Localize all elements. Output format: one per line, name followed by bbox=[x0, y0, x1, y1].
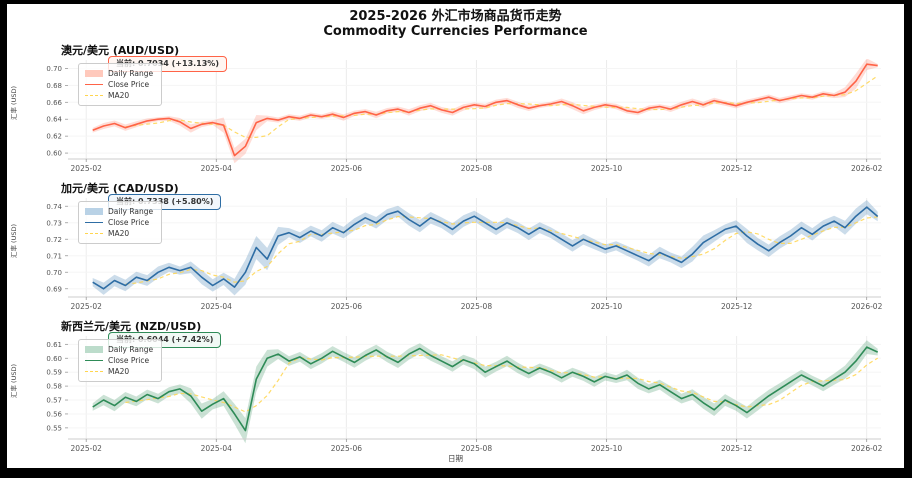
svg-text:2026-02: 2026-02 bbox=[851, 444, 883, 453]
ma20-dash-icon bbox=[85, 371, 103, 372]
close-price-line-icon bbox=[85, 360, 103, 361]
plot-svg-nzd: 0.55 0.56 0.57 0.58 0.59 0.60 0.61 2025-02 2025-… bbox=[46, 336, 883, 453]
svg-text:2025-08: 2025-08 bbox=[461, 302, 493, 311]
legend-item: MA20 bbox=[85, 90, 153, 101]
svg-text:0.74: 0.74 bbox=[46, 203, 62, 211]
svg-text:0.58: 0.58 bbox=[46, 383, 62, 391]
legend-item: Close Price bbox=[85, 355, 153, 366]
legend-label: MA20 bbox=[108, 367, 130, 376]
svg-text:0.55: 0.55 bbox=[46, 424, 62, 432]
legend-label: Close Price bbox=[108, 80, 150, 89]
legend-label: Daily Range bbox=[108, 69, 154, 78]
legend-label: MA20 bbox=[108, 229, 130, 238]
svg-text:0.71: 0.71 bbox=[46, 252, 62, 260]
legend-label: Daily Range bbox=[108, 207, 154, 216]
svg-text:0.70: 0.70 bbox=[46, 269, 62, 277]
plot-area-cad: 汇率 (USD) 0.69 0.70 0.71 0.72 0.73 0.74 2025-02… bbox=[7, 194, 904, 311]
legend: Daily Range Close Price MA20 bbox=[78, 63, 163, 106]
svg-text:0.72: 0.72 bbox=[46, 236, 62, 244]
legend-label: Daily Range bbox=[108, 345, 154, 354]
legend-label: Close Price bbox=[108, 356, 150, 365]
svg-text:2025-10: 2025-10 bbox=[591, 164, 623, 173]
svg-text:0.62: 0.62 bbox=[46, 133, 62, 141]
legend-item: Close Price bbox=[85, 79, 153, 90]
legend-item: MA20 bbox=[85, 228, 153, 239]
subplot-title-nzd: 新西兰元/美元 (NZD/USD) bbox=[61, 320, 202, 333]
legend-item: Daily Range bbox=[85, 344, 153, 355]
close-price-line-icon bbox=[85, 222, 103, 223]
legend-item: Daily Range bbox=[85, 68, 153, 79]
svg-text:0.70: 0.70 bbox=[46, 65, 62, 73]
svg-text:0.57: 0.57 bbox=[46, 397, 62, 405]
svg-text:2026-02: 2026-02 bbox=[851, 164, 883, 173]
svg-text:0.56: 0.56 bbox=[46, 410, 62, 418]
svg-text:2025-06: 2025-06 bbox=[331, 164, 363, 173]
plot-svg-cad: 0.69 0.70 0.71 0.72 0.73 0.74 2025-02 2025-04 20… bbox=[46, 198, 883, 311]
y-axis-label: 汇率 (USD) bbox=[10, 223, 18, 259]
svg-text:2025-10: 2025-10 bbox=[591, 444, 623, 453]
subplot-title-aud: 澳元/美元 (AUD/USD) bbox=[61, 44, 180, 57]
legend-item: Daily Range bbox=[85, 206, 153, 217]
svg-text:2025-08: 2025-08 bbox=[461, 444, 493, 453]
figure-canvas: 2025-2026 外汇市场商品货币走势 Commodity Currencie… bbox=[7, 4, 904, 468]
close-price-line-icon bbox=[85, 84, 103, 85]
svg-text:2026-02: 2026-02 bbox=[851, 302, 883, 311]
ma20-dash-icon bbox=[85, 95, 103, 96]
svg-text:2025-04: 2025-04 bbox=[201, 302, 233, 311]
subplot-nzd-usd: 新西兰元/美元 (NZD/USD) 汇率 (USD) 0.55 0.56 0.57 0… bbox=[7, 320, 904, 453]
svg-text:0.60: 0.60 bbox=[46, 150, 62, 158]
svg-text:2025-06: 2025-06 bbox=[331, 302, 363, 311]
plot-area-aud: 汇率 (USD) 0.60 0.62 0.64 0.66 0.68 0.70 2025-02… bbox=[7, 56, 904, 173]
svg-text:2025-04: 2025-04 bbox=[201, 164, 233, 173]
plot-area-nzd: 汇率 (USD) 0.55 0.56 0.57 0.58 0.59 0.60 0.61 202… bbox=[7, 332, 904, 453]
svg-text:2025-12: 2025-12 bbox=[721, 302, 753, 311]
svg-text:2025-02: 2025-02 bbox=[71, 444, 103, 453]
subplot-aud-usd: 澳元/美元 (AUD/USD) 汇率 (USD) 0.60 0.62 0.64 0.6… bbox=[7, 44, 904, 173]
figure-title-en: Commodity Currencies Performance bbox=[323, 24, 588, 39]
svg-text:0.64: 0.64 bbox=[46, 116, 62, 124]
svg-text:0.73: 0.73 bbox=[46, 219, 62, 227]
figure-title-zh: 2025-2026 外汇市场商品货币走势 bbox=[349, 9, 562, 24]
legend-item: MA20 bbox=[85, 366, 153, 377]
svg-text:2025-08: 2025-08 bbox=[461, 164, 493, 173]
legend-label: Close Price bbox=[108, 218, 150, 227]
svg-text:0.60: 0.60 bbox=[46, 355, 62, 363]
subplot-title-cad: 加元/美元 (CAD/USD) bbox=[61, 182, 179, 195]
legend: Daily Range Close Price MA20 bbox=[78, 201, 163, 244]
svg-text:2025-04: 2025-04 bbox=[201, 444, 233, 453]
svg-text:2025-10: 2025-10 bbox=[591, 302, 623, 311]
daily-range-swatch-icon bbox=[85, 208, 103, 215]
svg-text:2025-06: 2025-06 bbox=[331, 444, 363, 453]
y-axis-label: 汇率 (USD) bbox=[10, 363, 18, 399]
y-axis-label: 汇率 (USD) bbox=[10, 85, 18, 121]
legend: Daily Range Close Price MA20 bbox=[78, 339, 163, 382]
legend-label: MA20 bbox=[108, 91, 130, 100]
daily-range-swatch-icon bbox=[85, 346, 103, 353]
legend-item: Close Price bbox=[85, 217, 153, 228]
svg-text:0.69: 0.69 bbox=[46, 285, 62, 293]
ma20-dash-icon bbox=[85, 233, 103, 234]
daily-range-swatch-icon bbox=[85, 70, 103, 77]
figure-title: 2025-2026 外汇市场商品货币走势 Commodity Currencie… bbox=[7, 4, 904, 39]
svg-text:0.61: 0.61 bbox=[46, 341, 62, 349]
x-axis-title: 日期 bbox=[448, 454, 463, 463]
svg-text:2025-12: 2025-12 bbox=[721, 444, 753, 453]
subplot-cad-usd: 加元/美元 (CAD/USD) 汇率 (USD) 0.69 0.70 0.71 0.7… bbox=[7, 182, 904, 311]
svg-text:2025-02: 2025-02 bbox=[71, 302, 103, 311]
svg-text:2025-12: 2025-12 bbox=[721, 164, 753, 173]
svg-text:0.68: 0.68 bbox=[46, 82, 62, 90]
svg-text:0.59: 0.59 bbox=[46, 369, 62, 377]
svg-text:0.66: 0.66 bbox=[46, 99, 62, 107]
svg-text:2025-02: 2025-02 bbox=[71, 164, 103, 173]
